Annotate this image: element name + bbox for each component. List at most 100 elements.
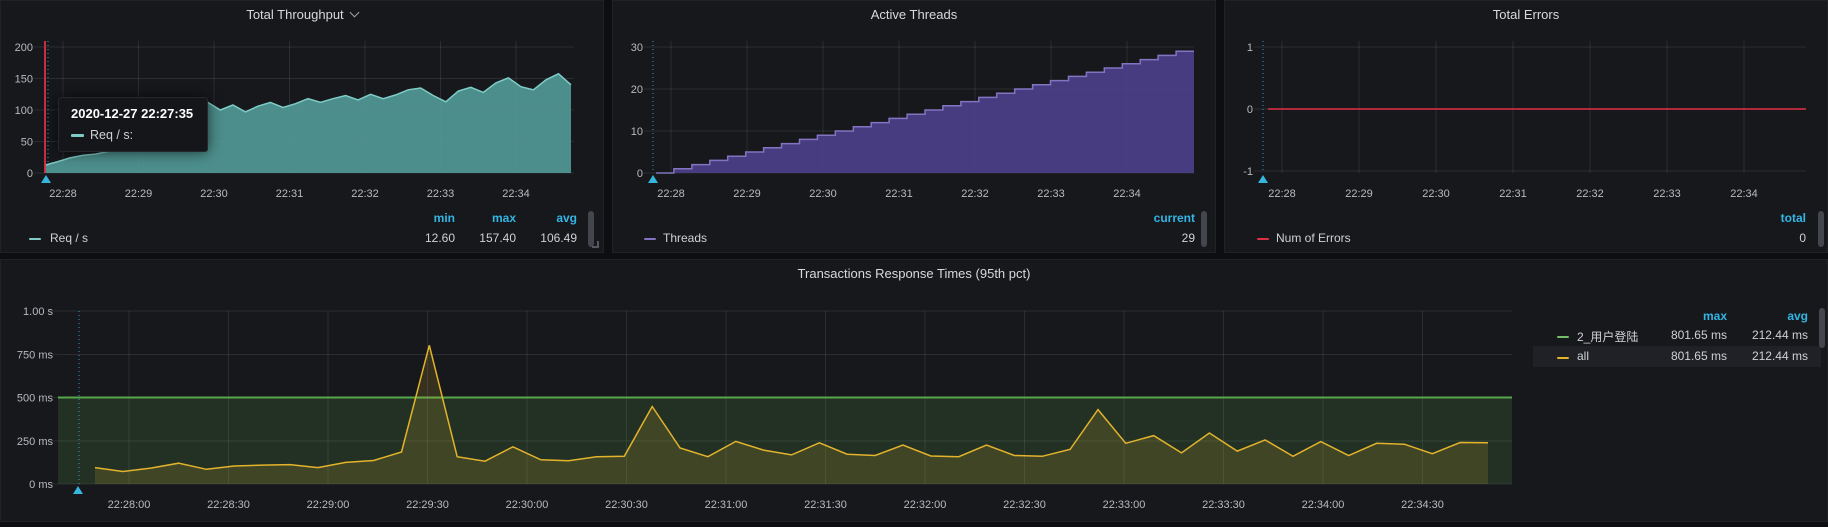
legend-value-max: 157.40 — [479, 231, 516, 245]
legend-header-avg[interactable]: avg — [1787, 309, 1808, 323]
svg-text:0: 0 — [27, 168, 33, 180]
panel-transactions-response-times: Transactions Response Times (95th pct) 2… — [0, 259, 1828, 522]
svg-text:22:34: 22:34 — [1113, 188, 1141, 200]
legend-value-min: 12.60 — [424, 231, 455, 245]
svg-text:22:28: 22:28 — [1268, 188, 1296, 200]
panel-title-active-threads[interactable]: Active Threads — [613, 1, 1215, 29]
legend-row-highlight — [1533, 346, 1821, 367]
svg-text:22:31: 22:31 — [276, 188, 304, 200]
legend-scrollbar[interactable] — [1819, 308, 1825, 348]
svg-text:750 ms: 750 ms — [17, 349, 54, 361]
svg-text:22:34:30: 22:34:30 — [1401, 499, 1444, 511]
panel-resize-handle[interactable] — [592, 241, 599, 248]
svg-text:22:33: 22:33 — [1037, 188, 1065, 200]
svg-text:0: 0 — [637, 168, 643, 180]
svg-text:250 ms: 250 ms — [17, 436, 54, 448]
legend-dash-reqs-icon — [29, 238, 41, 240]
series-color-dash-icon — [71, 134, 84, 137]
threads-chart[interactable]: 22:28 22:29 22:30 22:31 22:32 22:33 22:34 30 20 1… — [613, 1, 1217, 254]
legend-label-errors[interactable]: Num of Errors — [1276, 231, 1351, 245]
legend-label-reqs[interactable]: Req / s — [50, 231, 89, 245]
panel-title-text: Transactions Response Times (95th pct) — [797, 266, 1031, 281]
panel-total-errors: Total Errors 22:28 22:29 22:30 22:31 22:32 22… — [1224, 0, 1828, 253]
legend-value-avg: 106.49 — [540, 231, 577, 245]
svg-text:22:32: 22:32 — [961, 188, 989, 200]
svg-text:100: 100 — [15, 105, 33, 117]
panel-title-text: Active Threads — [870, 7, 958, 22]
legend-scrollbar[interactable] — [1201, 211, 1207, 247]
svg-text:22:33: 22:33 — [427, 188, 455, 200]
svg-text:22:32:00: 22:32:00 — [904, 499, 947, 511]
legend-label-threads[interactable]: Threads — [663, 231, 708, 245]
legend-dash-user-login-icon — [1557, 336, 1569, 338]
legend-label-user-login[interactable]: 2_用户登陆 — [1577, 330, 1639, 344]
svg-text:22:32: 22:32 — [351, 188, 379, 200]
errors-chart[interactable]: 22:28 22:29 22:30 22:31 22:32 22:33 22:34 1 0 -1 — [1225, 1, 1828, 254]
legend-header-max[interactable]: max — [1702, 309, 1727, 323]
svg-text:22:34: 22:34 — [502, 188, 530, 200]
svg-text:22:33:00: 22:33:00 — [1103, 499, 1146, 511]
legend-dash-all-icon — [1557, 357, 1569, 359]
svg-text:500 ms: 500 ms — [17, 393, 54, 405]
svg-text:22:33:30: 22:33:30 — [1202, 499, 1245, 511]
svg-text:22:28:30: 22:28:30 — [207, 499, 250, 511]
svg-text:22:31: 22:31 — [1499, 188, 1527, 200]
panel-title-text: Total Throughput — [246, 7, 344, 22]
svg-text:22:32:30: 22:32:30 — [1003, 499, 1046, 511]
svg-text:-1: -1 — [1243, 166, 1253, 178]
legend-scrollbar[interactable] — [1818, 211, 1824, 247]
svg-text:22:31:00: 22:31:00 — [705, 499, 748, 511]
svg-text:22:34: 22:34 — [1730, 188, 1758, 200]
svg-text:22:29:30: 22:29:30 — [406, 499, 449, 511]
svg-text:10: 10 — [631, 126, 643, 138]
svg-text:30: 30 — [631, 42, 643, 54]
svg-text:150: 150 — [15, 74, 33, 86]
svg-text:22:29: 22:29 — [733, 188, 761, 200]
svg-text:22:34:00: 22:34:00 — [1302, 499, 1345, 511]
svg-text:22:33: 22:33 — [1653, 188, 1681, 200]
legend-dash-threads-icon — [644, 238, 656, 240]
panel-title-total-errors[interactable]: Total Errors — [1225, 1, 1827, 29]
legend-header-max[interactable]: max — [491, 211, 516, 225]
svg-text:22:31: 22:31 — [885, 188, 913, 200]
svg-text:22:30:00: 22:30:00 — [506, 499, 549, 511]
panel-title-response-times[interactable]: Transactions Response Times (95th pct) — [1, 260, 1827, 288]
legend-header-avg[interactable]: avg — [556, 211, 577, 225]
svg-text:22:32: 22:32 — [1576, 188, 1604, 200]
panel-active-threads: Active Threads 22:28 22:29 22:30 22:31 22:32… — [612, 0, 1216, 253]
legend-header-total[interactable]: total — [1780, 211, 1806, 225]
svg-text:20: 20 — [631, 84, 643, 96]
svg-text:0: 0 — [1247, 104, 1253, 116]
svg-text:22:31:30: 22:31:30 — [804, 499, 847, 511]
legend-value-total: 0 — [1799, 231, 1806, 245]
panel-total-throughput: Total Throughput 22:28 22:29 22:30 22:31 22:… — [0, 0, 604, 253]
tooltip-series-row: Req / s: — [71, 128, 193, 142]
graph-tooltip: 2020-12-27 22:27:35 Req / s: — [58, 97, 209, 152]
svg-text:22:30: 22:30 — [1422, 188, 1450, 200]
legend-header-min[interactable]: min — [433, 211, 455, 225]
svg-text:0 ms: 0 ms — [29, 479, 53, 491]
svg-text:50: 50 — [21, 137, 33, 149]
tooltip-timestamp: 2020-12-27 22:27:35 — [71, 106, 194, 121]
svg-text:22:29: 22:29 — [125, 188, 153, 200]
svg-text:22:29:00: 22:29:00 — [307, 499, 350, 511]
response-times-chart[interactable]: 22:28:00 22:28:30 22:29:00 22:29:30 22:30:00… — [1, 260, 1828, 523]
svg-text:22:30: 22:30 — [200, 188, 228, 200]
legend-value-user-login-max: 801.65 ms — [1670, 328, 1727, 342]
legend-scrollbar[interactable] — [588, 211, 594, 247]
panel-title-total-throughput[interactable]: Total Throughput — [1, 1, 603, 29]
legend-value-all-max: 801.65 ms — [1670, 349, 1727, 363]
svg-text:1.00 s: 1.00 s — [23, 306, 53, 318]
svg-text:22:28: 22:28 — [49, 188, 77, 200]
svg-text:1: 1 — [1247, 42, 1253, 54]
panel-title-text: Total Errors — [1492, 7, 1560, 22]
svg-text:22:28: 22:28 — [657, 188, 685, 200]
svg-text:200: 200 — [15, 42, 33, 54]
legend-header-current[interactable]: current — [1153, 211, 1195, 225]
svg-text:22:30: 22:30 — [809, 188, 837, 200]
legend-value-all-avg: 212.44 ms — [1751, 349, 1808, 363]
svg-text:22:29: 22:29 — [1345, 188, 1373, 200]
svg-text:22:30:30: 22:30:30 — [605, 499, 648, 511]
legend-label-all[interactable]: all — [1577, 349, 1590, 363]
svg-text:22:28:00: 22:28:00 — [108, 499, 151, 511]
